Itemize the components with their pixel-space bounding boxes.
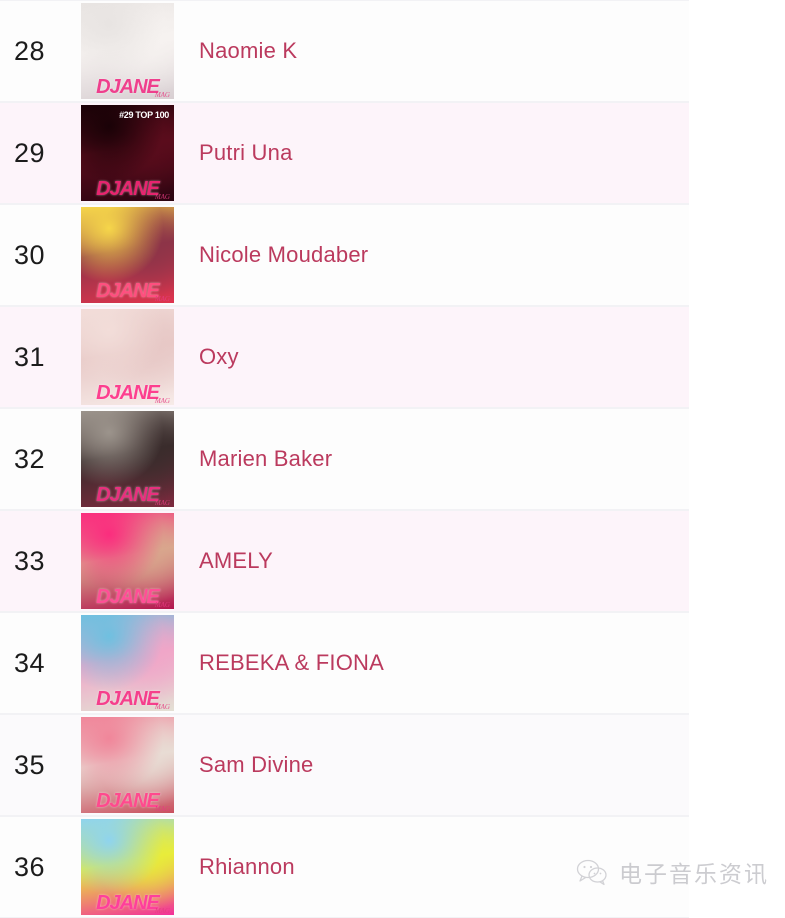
- artist-thumbnail[interactable]: DJANE MAG: [81, 615, 174, 711]
- ranking-row[interactable]: 33 DJANE MAG AMELY: [0, 510, 689, 612]
- watermark: 电子音乐资讯: [576, 855, 769, 889]
- rank-number: 34: [13, 647, 46, 678]
- rank-number: 30: [13, 239, 46, 270]
- cover-art-image: [81, 207, 174, 303]
- cover-art-image: [81, 411, 174, 507]
- cover-art-image: [81, 3, 174, 99]
- artist-name[interactable]: Nicole Moudaber: [199, 242, 369, 267]
- artist-thumbnail[interactable]: DJANE MAG: [81, 309, 174, 405]
- rank-number: 29: [13, 137, 46, 168]
- ranking-row[interactable]: 34 DJANE MAG REBEKA & FIONA: [0, 612, 689, 714]
- artist-name[interactable]: Naomie K: [199, 38, 298, 63]
- cover-art-image: [81, 615, 174, 711]
- artist-thumbnail[interactable]: #29 TOP 100 DJANE MAG: [81, 105, 174, 201]
- rank-number: 28: [13, 35, 46, 66]
- ranking-row[interactable]: 29 #29 TOP 100 DJANE MAG Putri Una: [0, 102, 689, 204]
- cover-art-image: [81, 717, 174, 813]
- artist-name[interactable]: Rhiannon: [199, 854, 295, 879]
- artist-name[interactable]: REBEKA & FIONA: [199, 650, 384, 675]
- artist-name[interactable]: Putri Una: [199, 140, 293, 165]
- cover-art-image: [81, 309, 174, 405]
- cover-art-image: [81, 105, 174, 201]
- artist-name[interactable]: Marien Baker: [199, 446, 333, 471]
- artist-name[interactable]: AMELY: [199, 548, 273, 573]
- rank-number: 36: [13, 851, 46, 882]
- ranking-row[interactable]: 32 DJANE MAG Marien Baker: [0, 408, 689, 510]
- artist-thumbnail[interactable]: DJANE MAG: [81, 207, 174, 303]
- ranking-row[interactable]: 36 DJANE MAG Rhiannon: [0, 816, 689, 918]
- artist-name[interactable]: Sam Divine: [199, 752, 314, 777]
- artist-thumbnail[interactable]: DJANE MAG: [81, 411, 174, 507]
- cover-art-image: [81, 819, 174, 915]
- ranking-row[interactable]: 35 DJANE MAG Sam Divine: [0, 714, 689, 816]
- artist-thumbnail[interactable]: DJANE MAG: [81, 3, 174, 99]
- cover-art-image: [81, 513, 174, 609]
- artist-thumbnail[interactable]: DJANE MAG: [81, 717, 174, 813]
- artist-thumbnail[interactable]: DJANE MAG: [81, 819, 174, 915]
- ranking-row[interactable]: 28 DJANE MAG Naomie K: [0, 0, 689, 102]
- rank-number: 35: [13, 749, 46, 780]
- artist-name[interactable]: Oxy: [199, 344, 239, 369]
- watermark-label: 电子音乐资讯: [619, 862, 769, 888]
- rank-number: 32: [13, 443, 46, 474]
- rank-number: 31: [13, 341, 46, 372]
- rank-number: 33: [13, 545, 46, 576]
- artist-thumbnail[interactable]: DJANE MAG: [81, 513, 174, 609]
- ranking-row[interactable]: 30 DJANE MAG Nicole Moudaber: [0, 204, 689, 306]
- wechat-icon: [576, 858, 610, 886]
- ranking-row[interactable]: 31 DJANE MAG Oxy: [0, 306, 689, 408]
